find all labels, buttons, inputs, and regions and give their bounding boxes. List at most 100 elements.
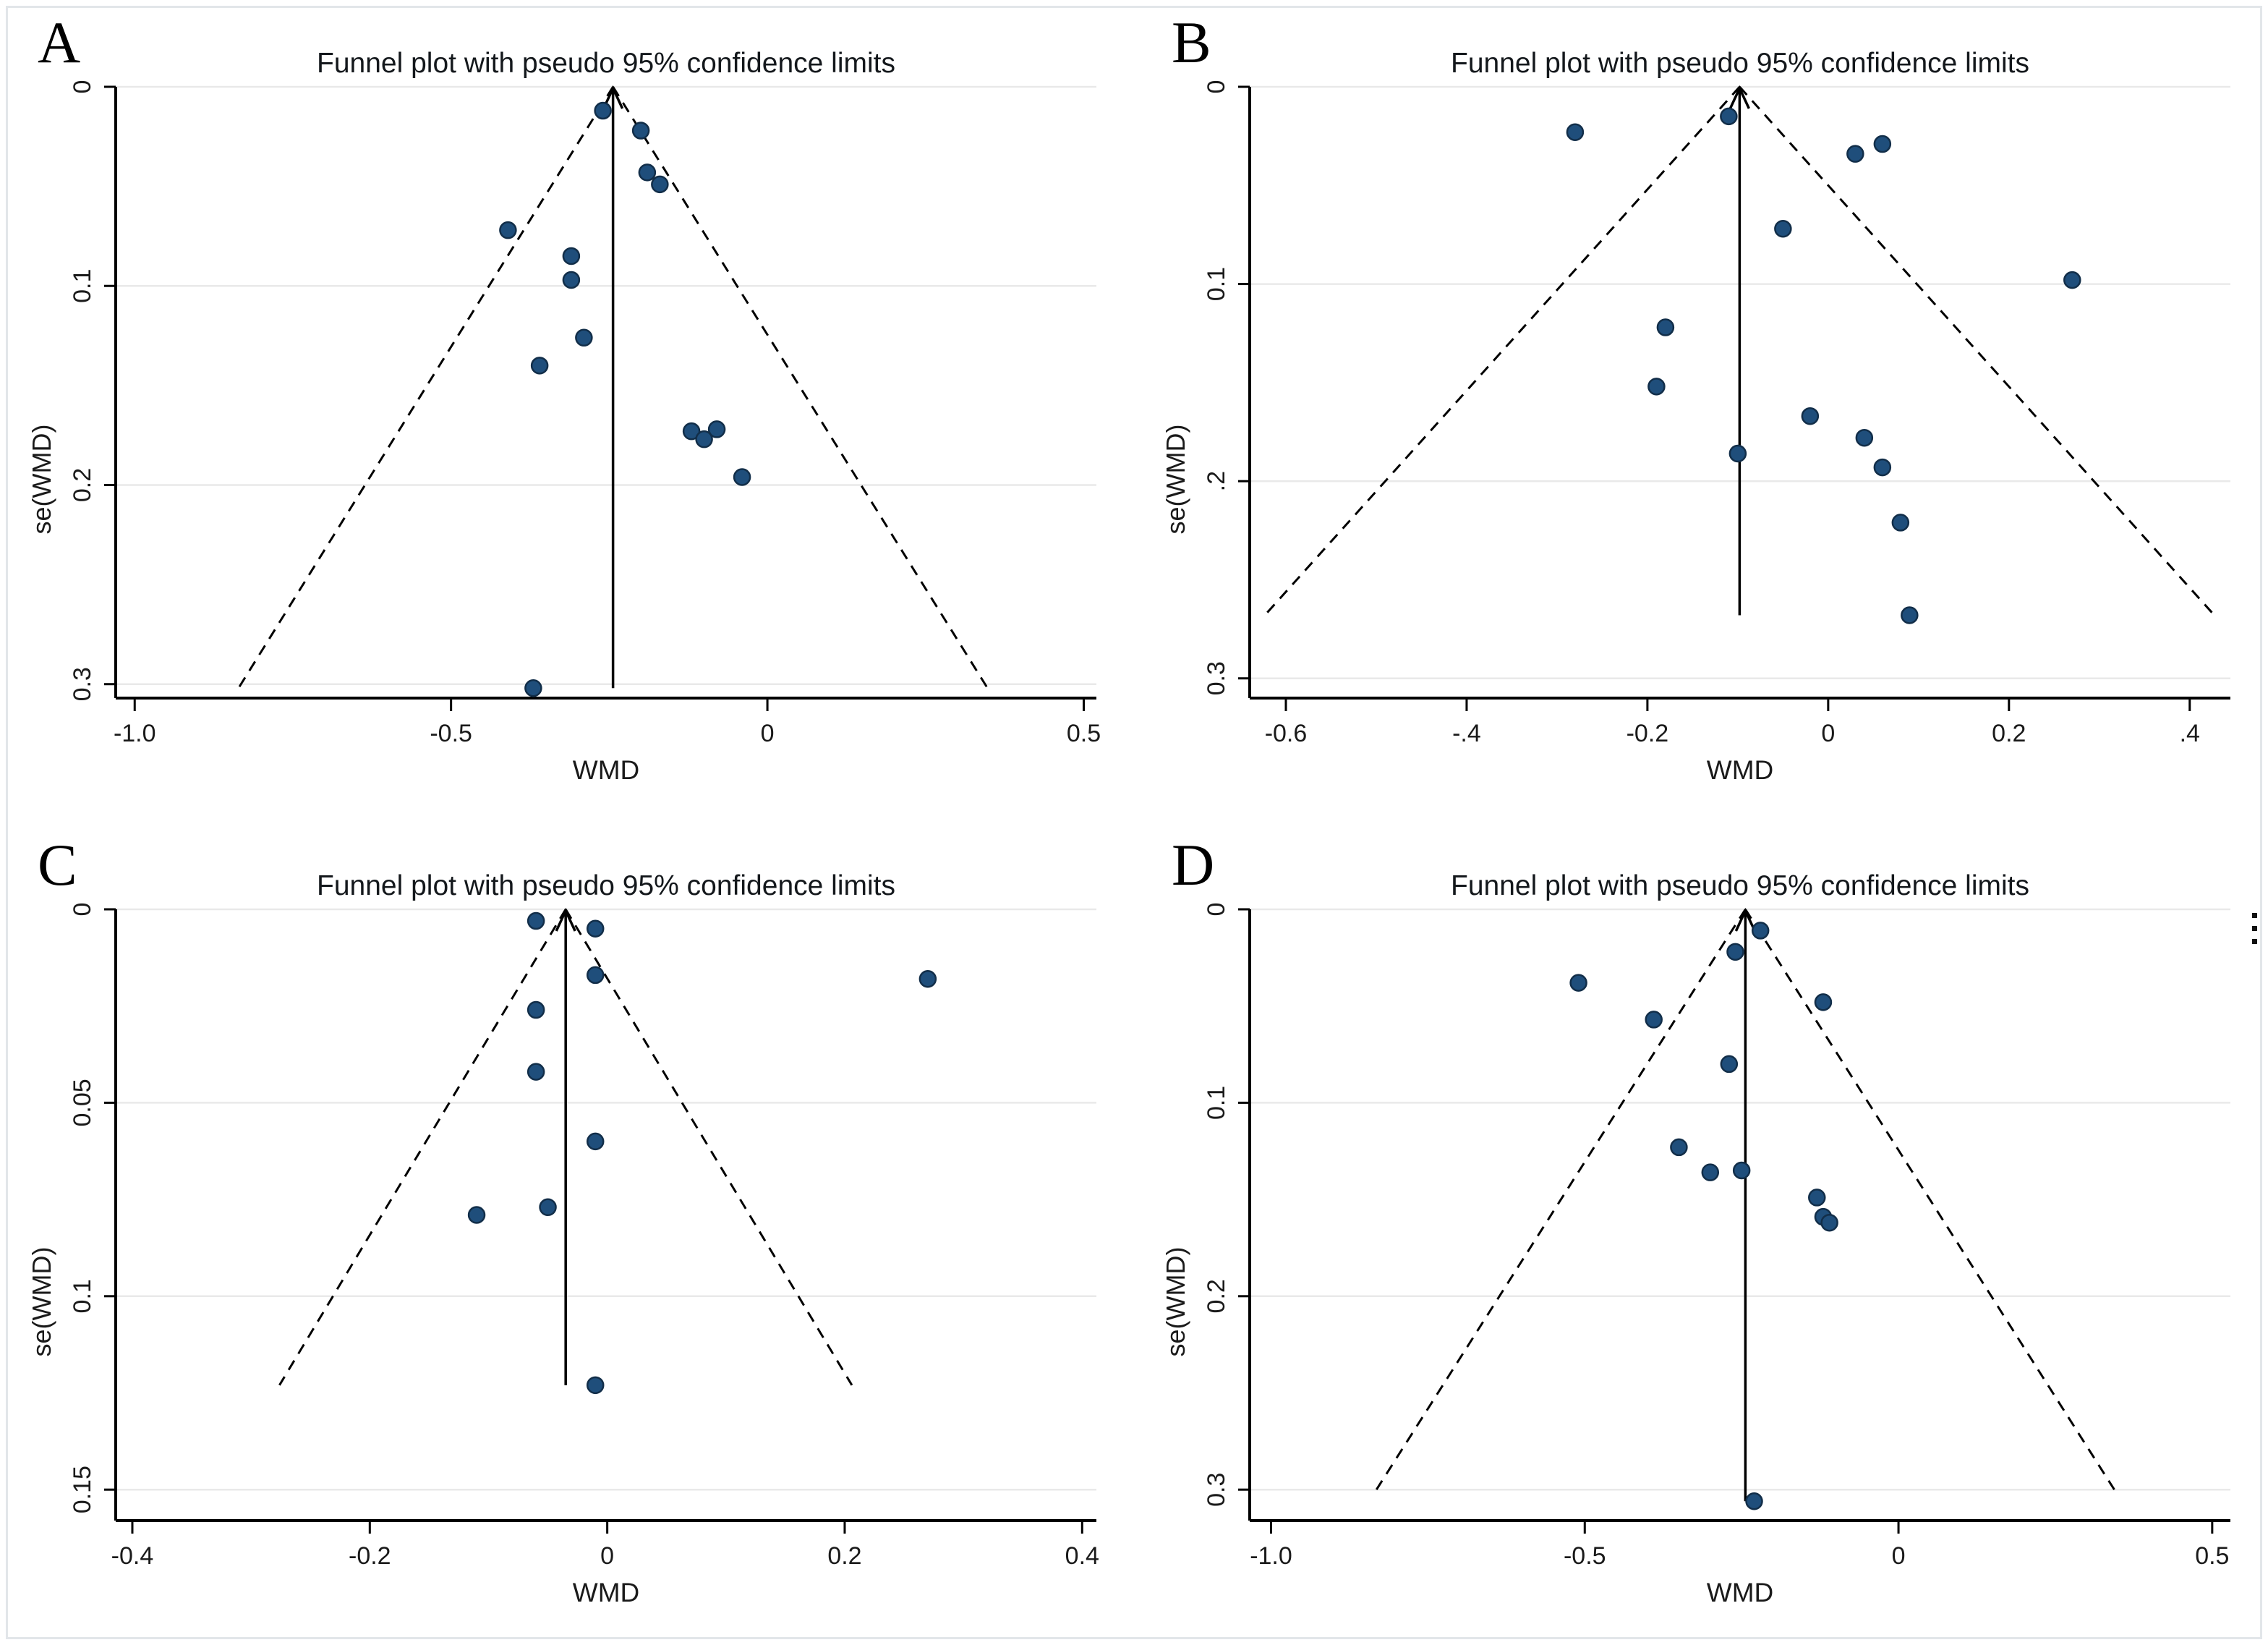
data-point <box>1801 407 1820 425</box>
data-point <box>524 679 542 697</box>
x-tick-label: -0.2 <box>1627 720 1669 747</box>
funnel-plot-B: 0 0.1 .2 0.3 -0.6 -.4 -0.2 0 0.2 .4 se(WMD) WMD <box>1161 80 2230 785</box>
y-tick-label: 0 <box>69 903 96 917</box>
x-tick-label: .4 <box>2180 720 2200 747</box>
funnel-ci-left <box>278 909 567 1386</box>
funnel-ci-left <box>1375 909 1747 1491</box>
funnel-ci-right <box>564 909 853 1386</box>
data-point <box>733 468 751 486</box>
data-point <box>562 271 581 289</box>
y-tick-label: 0.3 <box>1203 1473 1230 1507</box>
x-tick-label: -.4 <box>1452 720 1481 747</box>
data-point <box>1720 1055 1739 1074</box>
data-point <box>638 163 657 182</box>
data-point <box>1670 1138 1688 1157</box>
data-point <box>918 970 937 988</box>
panel-letter-D: D <box>1172 832 1215 898</box>
data-point <box>1873 458 1892 477</box>
data-point <box>1728 444 1747 463</box>
data-point <box>1726 943 1744 961</box>
x-axis-title: WMD <box>1707 1578 1773 1607</box>
y-axis-title: se(WMD) <box>1161 1247 1190 1357</box>
x-tick-label: 0.4 <box>1065 1542 1099 1570</box>
y-axis-title: se(WMD) <box>1161 425 1190 535</box>
panel-B: B Funnel plot with pseudo 95% confidence… <box>1134 0 2268 822</box>
y-tick-label: 0.1 <box>69 269 96 303</box>
data-point <box>1820 1213 1838 1232</box>
x-tick-label: 0.2 <box>827 1542 861 1570</box>
x-tick-label: -0.4 <box>111 1542 154 1570</box>
data-point <box>1855 428 1874 447</box>
data-point <box>1873 135 1892 153</box>
funnel-plot-C: 0 0.05 0.1 0.15 -0.4 -0.2 0 0.2 0.4 se(WMD) WMD <box>27 903 1099 1607</box>
pooled-estimate-arrowhead <box>1728 85 1750 109</box>
x-tick-label: -1.0 <box>114 720 156 747</box>
data-point <box>586 966 605 985</box>
pooled-estimate-arrowhead <box>1734 907 1756 932</box>
chart-title-A: Funnel plot with pseudo 95% confidence l… <box>317 48 895 79</box>
data-point <box>1814 993 1833 1011</box>
data-point <box>1566 123 1585 141</box>
data-point <box>631 122 650 140</box>
x-tick-label: -1.0 <box>1250 1542 1292 1570</box>
data-point <box>1901 606 1919 624</box>
panel-letter-B: B <box>1172 9 1211 75</box>
funnel-plot-D: 0 0.1 0.2 0.3 -1.0 -0.5 0 0.5 se(WMD) WMD <box>1161 903 2230 1607</box>
data-point <box>695 430 713 449</box>
x-tick-label: -0.6 <box>1265 720 1308 747</box>
x-tick-label: -0.2 <box>349 1542 391 1570</box>
data-point <box>1647 378 1666 396</box>
x-axis-title: WMD <box>1707 755 1773 785</box>
data-point <box>562 247 581 265</box>
y-tick-label: 0.1 <box>69 1279 96 1313</box>
data-point <box>526 1063 545 1081</box>
funnel-ci-right <box>612 86 989 689</box>
x-axis-title: WMD <box>573 1578 639 1607</box>
data-point <box>499 221 517 239</box>
y-tick-label: 0 <box>69 80 96 94</box>
data-point <box>467 1206 486 1224</box>
y-tick-label: 0.3 <box>1203 661 1230 695</box>
data-point <box>2063 271 2081 289</box>
y-tick-label: 0.1 <box>1203 267 1230 301</box>
data-point <box>586 1376 605 1395</box>
y-tick-label: 0.3 <box>69 667 96 701</box>
panel-letter-A: A <box>38 9 81 75</box>
y-axis-title: se(WMD) <box>27 425 56 535</box>
data-point <box>1891 514 1910 532</box>
data-point <box>1751 922 1770 940</box>
chart-title-C: Funnel plot with pseudo 95% confidence l… <box>317 870 895 901</box>
data-point <box>651 175 669 194</box>
chart-title-B: Funnel plot with pseudo 95% confidence l… <box>1451 48 2029 79</box>
data-point <box>1774 220 1792 238</box>
chart-title-D: Funnel plot with pseudo 95% confidence l… <box>1451 870 2029 901</box>
y-tick-label: 0.2 <box>69 468 96 502</box>
data-point <box>1656 318 1675 336</box>
y-tick-label: 0.05 <box>69 1079 96 1126</box>
x-axis-title: WMD <box>573 755 639 785</box>
x-tick-label: -0.5 <box>430 720 472 747</box>
data-point <box>539 1198 557 1217</box>
data-point <box>1645 1011 1663 1029</box>
panel-A: A Funnel plot with pseudo 95% confidence… <box>0 0 1134 822</box>
x-tick-label: 0 <box>600 1542 614 1570</box>
data-point <box>575 328 593 347</box>
y-tick-label: 0.15 <box>69 1466 96 1513</box>
y-axis-title: se(WMD) <box>27 1247 56 1357</box>
y-tick-label: 0.1 <box>1203 1086 1230 1120</box>
x-tick-label: 0.5 <box>1067 720 1101 747</box>
data-point <box>707 420 726 438</box>
data-point <box>1701 1163 1720 1181</box>
x-tick-label: 0 <box>1821 720 1835 747</box>
y-tick-label: .2 <box>1203 471 1230 491</box>
pooled-estimate-arrowhead <box>555 907 576 932</box>
pooled-estimate-arrowhead <box>602 85 624 109</box>
funnel-ci-left <box>1263 85 1741 616</box>
x-tick-label: 0 <box>761 720 775 747</box>
data-point <box>1808 1189 1826 1207</box>
funnel-ci-left <box>237 86 614 689</box>
panel-D: D Funnel plot with pseudo 95% confidence… <box>1134 822 2268 1645</box>
panel-letter-C: C <box>38 832 77 898</box>
data-point <box>586 919 605 938</box>
